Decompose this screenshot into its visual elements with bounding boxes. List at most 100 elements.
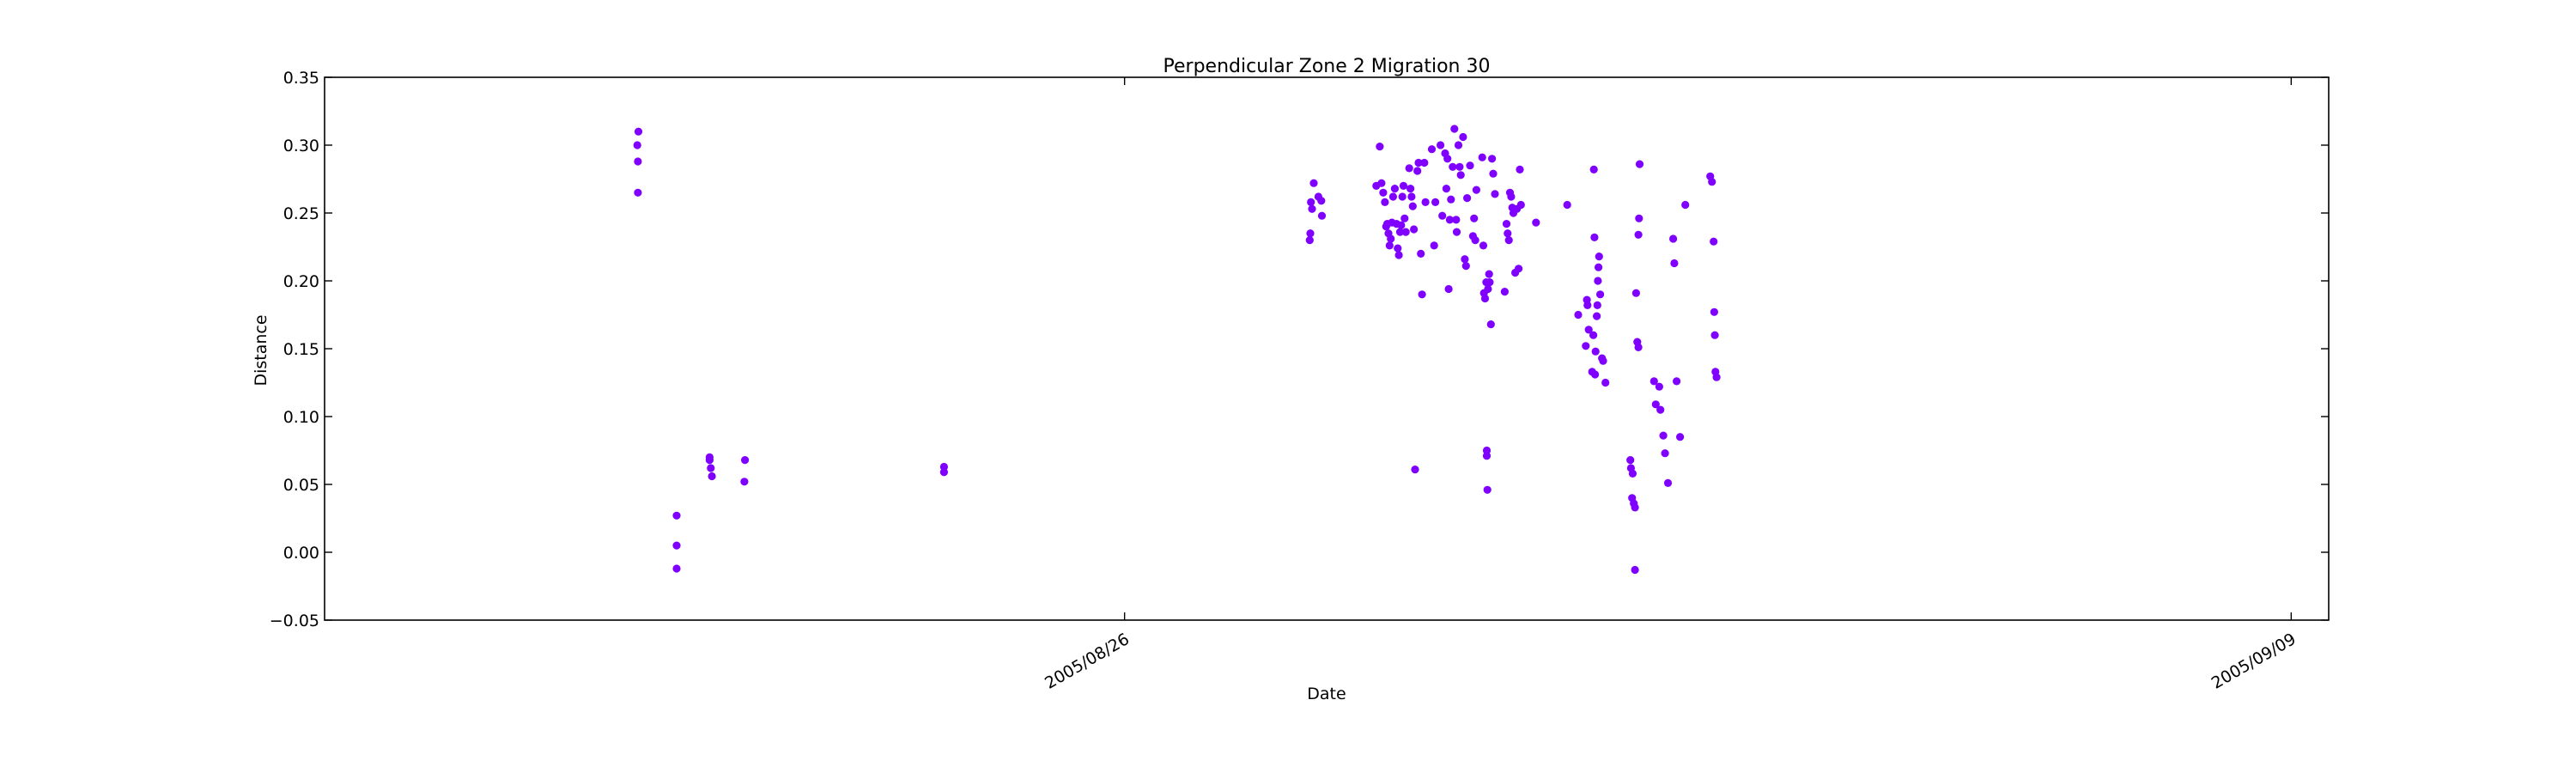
data-point-113 — [1563, 200, 1571, 210]
data-point-132 — [1599, 356, 1607, 365]
data-point-11 — [741, 456, 750, 465]
data-point-18 — [1308, 204, 1316, 213]
data-point-126 — [1593, 301, 1601, 309]
data-point-165 — [1712, 373, 1721, 381]
data-point-102 — [1504, 236, 1513, 245]
data-point-27 — [1381, 198, 1389, 206]
data-point-32 — [1387, 234, 1395, 243]
data-point-152 — [1661, 449, 1669, 458]
data-point-94 — [1485, 278, 1494, 287]
plot-area-frame — [324, 76, 2330, 621]
y-tick-label: 0.05 — [283, 476, 319, 495]
data-point-127 — [1594, 277, 1602, 285]
data-point-55 — [1420, 158, 1429, 167]
data-point-69 — [1450, 125, 1459, 133]
data-point-0 — [633, 141, 641, 149]
data-point-76 — [1461, 255, 1469, 264]
data-point-66 — [1445, 216, 1454, 224]
data-point-77 — [1461, 262, 1470, 271]
data-point-141 — [1631, 289, 1640, 297]
data-point-35 — [1390, 185, 1399, 193]
data-point-44 — [1401, 228, 1410, 236]
data-point-154 — [1669, 234, 1678, 243]
data-point-47 — [1407, 192, 1416, 201]
data-point-73 — [1455, 162, 1464, 171]
data-point-150 — [1656, 405, 1665, 414]
data-point-134 — [1626, 456, 1635, 465]
data-point-15 — [1305, 236, 1314, 245]
data-point-2 — [634, 157, 642, 166]
data-point-149 — [1655, 382, 1663, 391]
data-point-109 — [1515, 265, 1523, 273]
data-point-125 — [1593, 312, 1601, 320]
data-point-57 — [1427, 145, 1437, 154]
data-point-139 — [1631, 503, 1639, 512]
y-tick-label: 0.30 — [283, 137, 319, 155]
data-point-87 — [1480, 294, 1490, 303]
data-point-84 — [1478, 153, 1486, 161]
data-point-147 — [1649, 377, 1658, 386]
data-point-99 — [1500, 288, 1509, 296]
data-point-10 — [708, 472, 716, 481]
data-point-140 — [1631, 565, 1639, 575]
data-point-115 — [1582, 342, 1590, 350]
data-point-161 — [1710, 237, 1718, 246]
data-point-26 — [1379, 188, 1388, 197]
x-axis-label: Date — [1307, 685, 1346, 703]
data-point-92 — [1484, 284, 1492, 294]
data-point-148 — [1651, 400, 1660, 409]
data-point-70 — [1452, 216, 1461, 224]
data-point-144 — [1634, 230, 1643, 239]
data-point-104 — [1507, 192, 1516, 201]
data-point-50 — [1411, 466, 1419, 474]
data-point-160 — [1708, 178, 1716, 186]
data-point-78 — [1463, 194, 1472, 203]
data-point-42 — [1399, 181, 1408, 190]
data-point-64 — [1443, 155, 1452, 163]
data-point-123 — [1591, 370, 1600, 379]
data-point-48 — [1408, 202, 1417, 210]
data-point-79 — [1466, 161, 1474, 170]
data-point-59 — [1431, 198, 1440, 206]
data-point-90 — [1482, 452, 1492, 460]
data-point-95 — [1486, 320, 1495, 329]
data-point-145 — [1635, 214, 1643, 222]
data-point-117 — [1583, 301, 1592, 309]
data-point-49 — [1410, 225, 1419, 234]
data-point-58 — [1430, 241, 1438, 250]
data-point-128 — [1595, 263, 1603, 271]
data-point-153 — [1663, 478, 1673, 488]
data-point-81 — [1470, 214, 1479, 222]
y-tick-label: 0.15 — [283, 340, 319, 359]
data-point-85 — [1479, 241, 1488, 250]
chart-title: Perpendicular Zone 2 Migration 30 — [1163, 56, 1491, 77]
data-point-89 — [1482, 446, 1492, 455]
data-points — [633, 125, 1721, 575]
data-point-54 — [1418, 290, 1426, 299]
data-point-52 — [1414, 158, 1423, 167]
data-point-31 — [1385, 241, 1394, 250]
y-tick-label: 0.10 — [283, 408, 319, 427]
data-point-56 — [1421, 198, 1430, 206]
y-tick-label: 0.35 — [283, 69, 319, 88]
data-point-98 — [1491, 190, 1499, 198]
data-point-34 — [1388, 192, 1397, 201]
data-point-65 — [1444, 284, 1453, 294]
data-point-4 — [672, 511, 681, 520]
data-point-74 — [1456, 171, 1465, 180]
y-tick-label: −0.05 — [270, 612, 319, 630]
data-point-130 — [1596, 290, 1605, 299]
data-point-5 — [672, 541, 681, 550]
data-point-41 — [1398, 192, 1406, 201]
data-point-93 — [1485, 270, 1493, 278]
data-point-61 — [1438, 211, 1447, 220]
y-tick-label: 0.25 — [283, 204, 319, 223]
data-point-25 — [1377, 179, 1386, 187]
data-point-45 — [1405, 164, 1413, 173]
data-point-162 — [1710, 307, 1718, 316]
data-point-38 — [1394, 251, 1403, 259]
y-axis-label: Distance — [252, 314, 270, 386]
data-point-14 — [939, 468, 948, 477]
data-point-121 — [1589, 165, 1598, 173]
data-point-71 — [1452, 228, 1461, 236]
